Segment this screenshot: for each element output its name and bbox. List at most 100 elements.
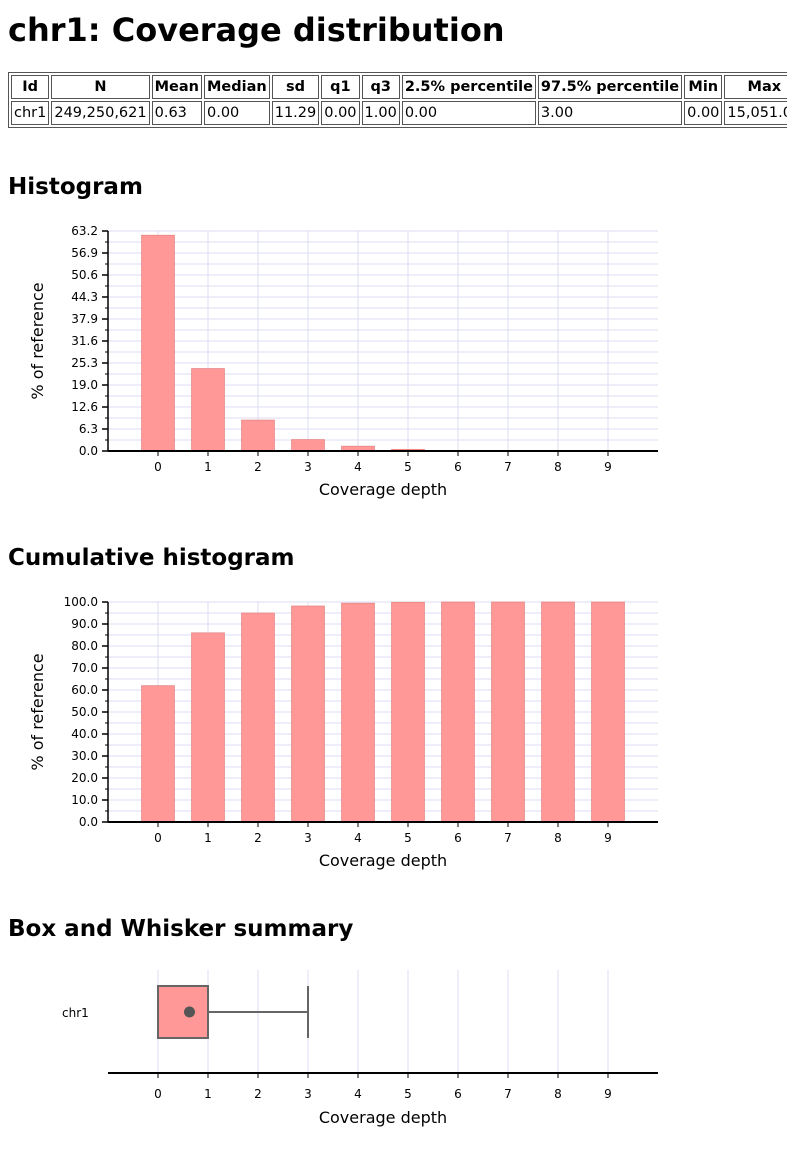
table-cell: chr1 (11, 101, 50, 125)
cum-y-tick-label: 20.0 (71, 771, 98, 785)
hist-x-tick-label: 6 (454, 460, 462, 474)
cum-bar (541, 601, 575, 823)
hist-y-tick-label: 19.0 (71, 378, 98, 392)
hist-x-axis-title: Coverage depth (319, 480, 447, 499)
boxplot-heading: Box and Whisker summary (8, 916, 354, 942)
hist-y-tick-label: 25.3 (71, 356, 98, 370)
box-x-tick-label: 4 (354, 1087, 362, 1101)
cum-y-axis-title: % of reference (28, 653, 47, 770)
hist-x-tick-label: 4 (354, 460, 362, 474)
cum-y-tick-label: 90.0 (71, 617, 98, 631)
column-header: q3 (361, 75, 400, 99)
box-whisker-chart: chr1 0 1 2 3 4 5 6 7 8 9 Coverage depth (62, 970, 658, 1127)
hist-y-tick-label: 6.3 (79, 422, 98, 436)
cum-bar (291, 605, 325, 823)
cum-bar (191, 632, 225, 823)
cum-y-tick-label: 50.0 (71, 705, 98, 719)
box-x-axis-title: Coverage depth (319, 1108, 447, 1127)
box-mean-point (184, 1006, 195, 1018)
hist-x-tick-label: 1 (204, 460, 212, 474)
cumulative-heading: Cumulative histogram (8, 545, 295, 571)
cum-bar (141, 685, 175, 823)
cum-x-tick-label: 3 (304, 831, 312, 845)
hist-bar (191, 368, 225, 452)
cum-y-tick-label: 0.0 (79, 815, 98, 829)
column-header: 2.5% percentile (401, 75, 536, 99)
cum-bar (491, 601, 525, 823)
cum-y-tick-label: 60.0 (71, 683, 98, 697)
hist-x-tick-label: 2 (254, 460, 262, 474)
column-header: sd (271, 75, 320, 99)
table-header-row: Id N Mean Median sd q1 q3 2.5% percentil… (11, 75, 787, 99)
cum-x-tick-label: 6 (454, 831, 462, 845)
table-cell: 11.29 (271, 101, 320, 125)
cum-bar (441, 601, 475, 823)
table-cell: 0.00 (203, 101, 270, 125)
cum-x-tick-label: 0 (154, 831, 162, 845)
cum-y-tick-label: 100.0 (64, 595, 98, 609)
box-x-tick-label: 1 (204, 1087, 212, 1101)
histogram-heading: Histogram (8, 174, 143, 200)
hist-bar (241, 419, 275, 452)
box-x-tick-label: 3 (304, 1087, 312, 1101)
column-header: Id (11, 75, 50, 99)
cumulative-histogram-chart: 0.0 10.0 20.0 30.0 40.0 50.0 60.0 70.0 80.0 90.0 1… (28, 595, 658, 870)
cum-bar (241, 612, 275, 823)
cum-bar (341, 602, 375, 823)
table-cell: 3.00 (537, 101, 683, 125)
hist-x-tick-label: 8 (554, 460, 562, 474)
cum-x-tick-label: 9 (604, 831, 612, 845)
hist-x-tick-label: 0 (154, 460, 162, 474)
cum-bar (591, 601, 625, 823)
hist-bar (141, 234, 175, 452)
page-title: chr1: Coverage distribution (8, 11, 505, 49)
cum-y-tick-label: 30.0 (71, 749, 98, 763)
cum-x-axis-title: Coverage depth (319, 851, 447, 870)
summary-table: Id N Mean Median sd q1 q3 2.5% percentil… (8, 72, 787, 128)
column-header: Median (203, 75, 270, 99)
cum-x-tick-label: 1 (204, 831, 212, 845)
hist-y-tick-label: 63.2 (71, 224, 98, 238)
cum-y-tick-label: 80.0 (71, 639, 98, 653)
column-header: N (51, 75, 150, 99)
hist-x-tick-label: 3 (304, 460, 312, 474)
cum-y-tick-label: 40.0 (71, 727, 98, 741)
cum-y-tick-label: 70.0 (71, 661, 98, 675)
hist-bar (291, 439, 325, 452)
hist-x-tick-label: 9 (604, 460, 612, 474)
table-cell: 0.63 (151, 101, 202, 125)
cum-x-tick-label: 2 (254, 831, 262, 845)
box-x-tick-label: 6 (454, 1087, 462, 1101)
table-cell: 0.00 (401, 101, 536, 125)
table-row: chr1 249,250,621 0.63 0.00 11.29 0.00 1.… (11, 101, 787, 125)
box-x-tick-label: 2 (254, 1087, 262, 1101)
cum-x-tick-label: 5 (404, 831, 412, 845)
table-cell: 0.00 (684, 101, 723, 125)
hist-y-tick-label: 37.9 (71, 312, 98, 326)
histogram-chart: 0.06.312.619.025.331.637.944.350.656.963… (28, 224, 658, 499)
column-header: q1 (321, 75, 360, 99)
box-series-label: chr1 (62, 1006, 89, 1020)
hist-y-tick-label: 50.6 (71, 268, 98, 282)
hist-y-tick-label: 0.0 (79, 444, 98, 458)
table-cell: 249,250,621 (51, 101, 150, 125)
cum-x-tick-label: 4 (354, 831, 362, 845)
box-x-tick-label: 7 (504, 1087, 512, 1101)
hist-x-tick-label: 5 (404, 460, 412, 474)
hist-y-axis-title: % of reference (28, 282, 47, 399)
box-x-tick-label: 0 (154, 1087, 162, 1101)
box-x-tick-label: 5 (404, 1087, 412, 1101)
column-header: Mean (151, 75, 202, 99)
hist-y-tick-label: 31.6 (71, 334, 98, 348)
hist-y-tick-label: 44.3 (71, 290, 98, 304)
box-iqr (157, 985, 209, 1039)
cum-x-tick-label: 7 (504, 831, 512, 845)
hist-y-tick-label: 56.9 (71, 246, 98, 260)
hist-y-tick-label: 12.6 (71, 400, 98, 414)
cum-bar (391, 601, 425, 823)
column-header: 97.5% percentile (537, 75, 683, 99)
table-cell: 15,051.00 (724, 101, 787, 125)
box-x-tick-label: 9 (604, 1087, 612, 1101)
column-header: Max (724, 75, 787, 99)
hist-x-tick-label: 7 (504, 460, 512, 474)
